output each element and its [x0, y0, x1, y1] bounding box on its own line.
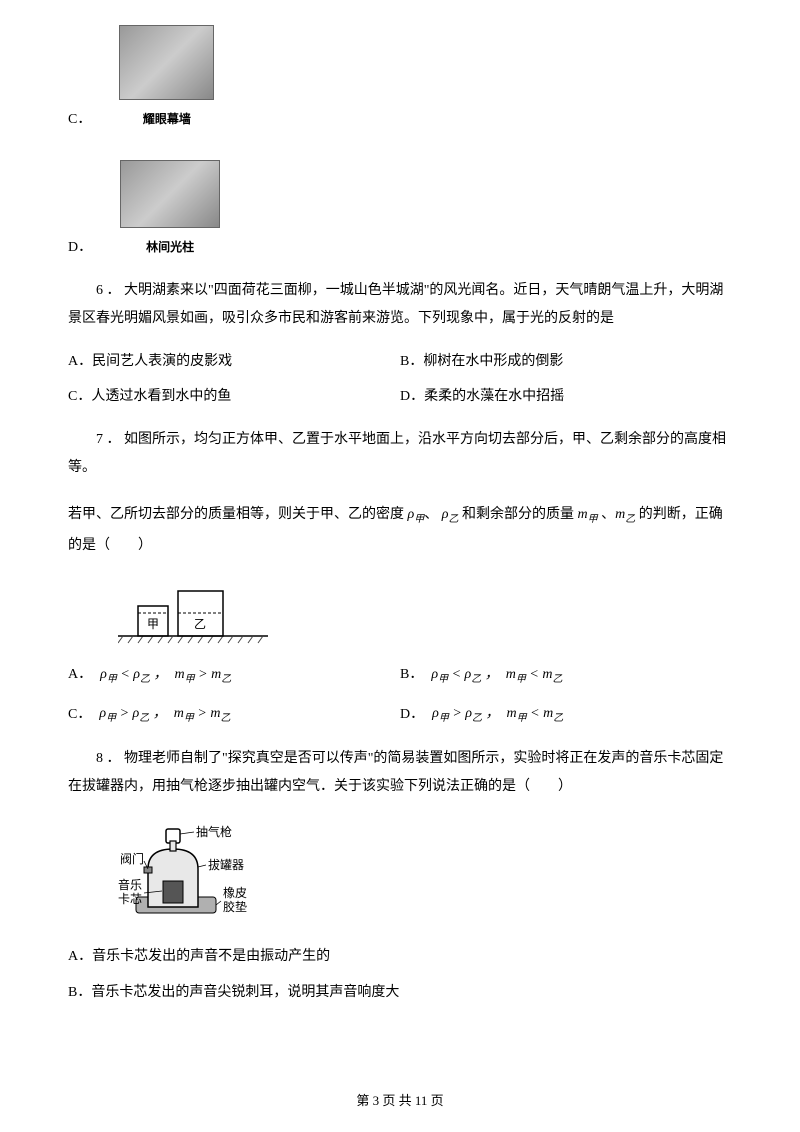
cube-yi-label: 乙 [194, 617, 206, 631]
q7-text2b: 和剩余部分的质量 [462, 507, 574, 522]
q7-option-b: B． ρ甲 < ρ乙 ， m甲 < m乙 [400, 664, 732, 688]
question-7-part2: 若甲、乙所切去部分的质量相等，则关于甲、乙的密度 ρ甲、 ρ乙 和剩余部分的质量… [68, 500, 732, 562]
q6-option-a: A．民间艺人表演的皮影戏 [68, 351, 400, 373]
option-d-image-box: 林间光柱 [120, 150, 220, 258]
cube-diagram: 甲 乙 [118, 578, 732, 648]
q8-option-a: A．音乐卡芯发出的声音不是由振动产生的 [68, 946, 732, 968]
option-d-row: D． 林间光柱 [68, 150, 732, 260]
q7-a-label: A． [68, 664, 92, 686]
q6-options-row1: A．民间艺人表演的皮影戏 B．柳树在水中形成的倒影 [68, 351, 732, 373]
q7-text1: 如图所示，均匀正方体甲、乙置于水平地面上，沿水平方向切去部分后，甲、乙剩余部分的… [68, 432, 726, 475]
forest-light-image [120, 160, 220, 228]
m-jia-symbol: m甲 [577, 507, 597, 522]
jar-label-pad2: 胶垫 [223, 899, 247, 914]
q7-options-row1: A． ρ甲 < ρ乙 ， m甲 > m乙 B． ρ甲 < ρ乙 ， m甲 < m… [68, 664, 732, 688]
m-yi-symbol: m乙 [615, 507, 635, 522]
q6-option-d: D．柔柔的水藻在水中招摇 [400, 386, 732, 408]
jar-svg: 抽气枪 阀门 拔罐器 音乐 卡芯 橡皮 胶垫 [118, 819, 283, 919]
question-6: 6 ． 大明湖素来以"四面荷花三面柳，一城山色半城湖"的风光闻名。近日，天气晴朗… [68, 277, 732, 333]
cube-jia-label: 甲 [147, 617, 159, 631]
q7-number: 7 ． [96, 432, 121, 447]
option-d-caption: 林间光柱 [120, 238, 220, 257]
page-footer: 第 3 页 共 11 页 [0, 1091, 800, 1112]
jar-label-valve: 阀门 [120, 851, 144, 866]
q8-text: 物理老师自制了"探究真空是否可以传声"的简易装置如图所示，实验时将正在发声的音乐… [68, 751, 723, 794]
jar-label-jar: 拔罐器 [208, 857, 244, 872]
q6-number: 6 ． [96, 283, 121, 298]
rho-yi-symbol: ρ乙 [442, 507, 459, 522]
q7-option-d: D． ρ甲 > ρ乙 ， m甲 < m乙 [400, 703, 732, 727]
q7-c-label: C． [68, 704, 91, 726]
q7-option-a: A． ρ甲 < ρ乙 ， m甲 > m乙 [68, 664, 400, 688]
jar-label-chip1: 音乐 [118, 877, 142, 892]
curtain-wall-image [119, 25, 214, 100]
q6-text: 大明湖素来以"四面荷花三面柳，一城山色半城湖"的风光闻名。近日，天气晴朗气温上升… [68, 283, 723, 326]
option-c-row: C． 耀眼幕墙 [68, 25, 732, 132]
question-8: 8 ． 物理老师自制了"探究真空是否可以传声"的简易装置如图所示，实验时将正在发… [68, 745, 732, 801]
option-d-letter: D． [68, 237, 92, 259]
q7-text2a: 若甲、乙所切去部分的质量相等，则关于甲、乙的密度 [68, 507, 404, 522]
jar-label-pad1: 橡皮 [223, 886, 247, 900]
q6-options-row2: C．人透过水看到水中的鱼 D．柔柔的水藻在水中招摇 [68, 386, 732, 408]
rho-jia-symbol: ρ甲 [408, 507, 425, 522]
q7-option-c: C． ρ甲 > ρ乙 ， m甲 > m乙 [68, 703, 400, 727]
cube-svg: 甲 乙 [118, 578, 268, 648]
option-c-letter: C． [68, 109, 91, 131]
q7-b-formula: ρ甲 < ρ乙 ， m甲 < m乙 [431, 664, 562, 688]
q7-b-label: B． [400, 664, 423, 686]
q7-a-formula: ρ甲 < ρ乙 ， m甲 > m乙 [100, 664, 231, 688]
q7-c-formula: ρ甲 > ρ乙 ， m甲 > m乙 [99, 703, 230, 727]
option-c-caption: 耀眼幕墙 [119, 110, 214, 129]
jar-diagram: 抽气枪 阀门 拔罐器 音乐 卡芯 橡皮 胶垫 [118, 819, 732, 927]
option-c-image-box: 耀眼幕墙 [119, 25, 214, 130]
jar-label-gun: 抽气枪 [196, 824, 232, 839]
q6-option-b: B．柳树在水中形成的倒影 [400, 351, 732, 373]
q6-option-c: C．人透过水看到水中的鱼 [68, 386, 400, 408]
q7-options-row2: C． ρ甲 > ρ乙 ， m甲 > m乙 D． ρ甲 > ρ乙 ， m甲 < m… [68, 703, 732, 727]
q8-option-b: B．音乐卡芯发出的声音尖锐刺耳，说明其声音响度大 [68, 982, 732, 1004]
q8-number: 8 ． [96, 751, 121, 766]
q7-d-formula: ρ甲 > ρ乙 ， m甲 < m乙 [432, 703, 563, 727]
q7-d-label: D． [400, 704, 424, 726]
jar-label-chip2: 卡芯 [118, 892, 142, 906]
question-7-part1: 7 ． 如图所示，均匀正方体甲、乙置于水平地面上，沿水平方向切去部分后，甲、乙剩… [68, 426, 732, 482]
